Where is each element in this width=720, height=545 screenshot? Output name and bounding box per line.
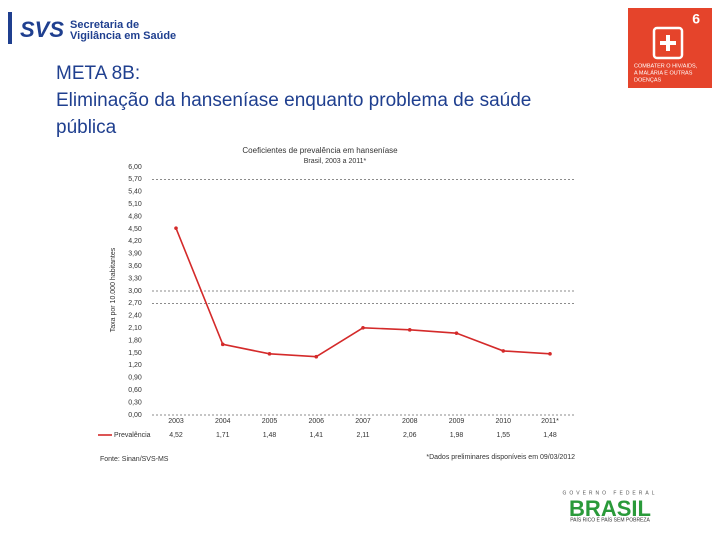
y-tick-label: 2,10 — [128, 325, 142, 332]
y-tick-label: 4,80 — [128, 213, 142, 220]
point — [220, 342, 225, 347]
source: Fonte: Sinan/SVS-MS — [100, 456, 169, 463]
y-tick-label: 4,50 — [128, 226, 142, 233]
value-label: 1,71 — [216, 432, 230, 439]
point — [407, 328, 412, 332]
chart-title: Coeficientes de prevalência em hansenías… — [242, 146, 398, 155]
y-tick-label: 1,50 — [128, 350, 142, 357]
x-tick-label: 2005 — [262, 418, 278, 425]
y-tick-label: 0,60 — [128, 387, 142, 394]
y-tick-label: 0,90 — [128, 375, 142, 382]
y-tick-label: 3,00 — [128, 288, 142, 295]
y-tick-label: 3,90 — [128, 251, 142, 258]
y-tick-label: 6,00 — [128, 164, 142, 171]
point — [267, 352, 272, 356]
value-label: 1,41 — [309, 432, 323, 439]
chart: 0,00 0,30 0,60 0,90 1,20 1,50 1,80 2,10 2,40 2,70… — [98, 164, 575, 439]
point — [174, 226, 178, 230]
x-tick-label: 2007 — [355, 418, 371, 425]
y-tick-label: 2,70 — [128, 300, 142, 307]
heading: Eliminação da hanseníase enquanto proble… — [56, 90, 531, 111]
x-tick-label: 2009 — [449, 418, 465, 425]
point — [361, 325, 365, 330]
value-label: 1,55 — [496, 432, 510, 439]
y-tick-label: 3,60 — [128, 263, 142, 270]
point — [548, 352, 552, 356]
goal-text: DOENÇAS — [634, 77, 662, 83]
y-axis-label: Taxa por 10.000 habitantes — [110, 247, 117, 332]
y-tick-label: 1,20 — [128, 362, 142, 369]
x-tick-label: 2003 — [168, 418, 184, 425]
y-tick-label: 5,10 — [128, 201, 142, 208]
org-logo: SVS — [20, 17, 64, 42]
chart-subtitle: Brasil, 2003 a 2011* — [304, 158, 367, 165]
value-label: 1,48 — [263, 432, 277, 439]
line — [175, 227, 551, 358]
note: *Dados preliminares disponíveis em 09/03… — [426, 454, 575, 461]
goal-text: COMBATER O HIV/AIDS, — [634, 63, 698, 69]
header-bar — [8, 12, 12, 44]
point — [501, 349, 506, 353]
x-tick-label: 2006 — [308, 418, 324, 425]
goal-text: A MALÁRIA E OUTRAS — [634, 69, 693, 76]
value-label: 1,98 — [450, 432, 464, 439]
cross-icon — [660, 35, 676, 51]
point — [454, 331, 459, 335]
value-label: 2,11 — [356, 432, 369, 439]
y-tick-label: 0,00 — [128, 412, 142, 419]
y-tick-label: 5,40 — [128, 189, 142, 196]
org-name: Vigilância em Saúde — [70, 30, 176, 42]
y-tick-label: 0,30 — [128, 399, 142, 406]
legend-label: Prevalência — [114, 432, 151, 439]
y-tick-label: 2,40 — [128, 313, 142, 320]
y-tick-label: 3,30 — [128, 275, 142, 282]
y-tick-label: 1,80 — [128, 337, 142, 344]
x-tick-label: 2011* — [541, 418, 559, 425]
value-label: 4,52 — [169, 432, 183, 439]
brasil-logo: BRASIL — [569, 496, 651, 521]
y-tick-label: 4,20 — [128, 238, 142, 245]
x-tick-label: 2008 — [402, 418, 418, 425]
gov-label: GOVERNO FEDERAL — [562, 490, 657, 496]
heading: pública — [56, 117, 117, 138]
bottle-icon — [652, 26, 684, 60]
org-name: Secretaria de — [70, 19, 139, 31]
x-tick-label: 2004 — [215, 418, 231, 425]
x-tick-label: 2010 — [495, 418, 511, 425]
value-label: 1,48 — [543, 432, 557, 439]
meta: META 8B: — [56, 63, 140, 84]
point — [314, 354, 319, 359]
value-label: 2,06 — [403, 432, 417, 439]
goal-number: 6 — [692, 11, 700, 27]
motto: PAÍS RICO É PAÍS SEM POBREZA — [570, 516, 650, 523]
y-tick-label: 5,70 — [128, 176, 142, 183]
